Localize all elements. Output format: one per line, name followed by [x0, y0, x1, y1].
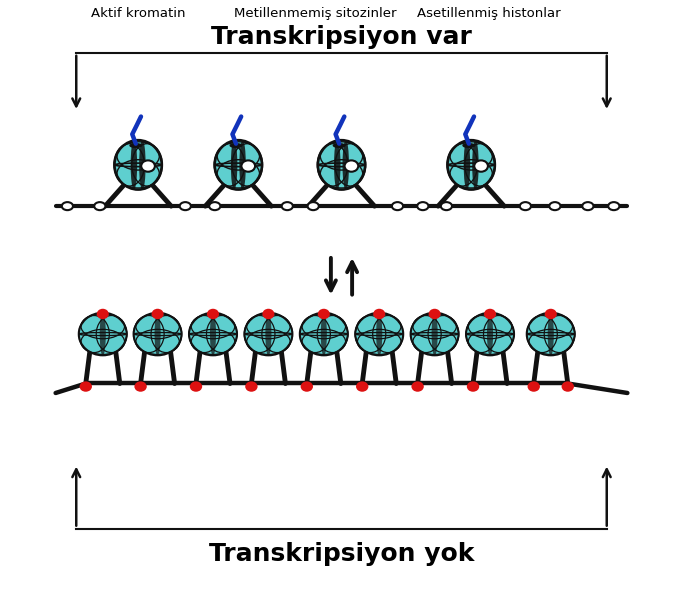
Ellipse shape	[487, 312, 493, 356]
Ellipse shape	[129, 143, 142, 148]
Ellipse shape	[180, 202, 191, 210]
Ellipse shape	[321, 312, 327, 356]
Ellipse shape	[245, 381, 257, 392]
Ellipse shape	[94, 202, 105, 210]
Ellipse shape	[484, 309, 496, 319]
Text: Asetillenmiş histonlar: Asetillenmiş histonlar	[417, 7, 561, 20]
Ellipse shape	[130, 140, 137, 190]
Ellipse shape	[245, 313, 292, 355]
Ellipse shape	[337, 140, 346, 190]
Ellipse shape	[466, 313, 514, 355]
Ellipse shape	[429, 309, 441, 319]
Ellipse shape	[376, 312, 382, 356]
Ellipse shape	[300, 313, 348, 355]
Ellipse shape	[307, 202, 319, 210]
Ellipse shape	[229, 143, 242, 148]
Ellipse shape	[80, 381, 92, 392]
Ellipse shape	[266, 312, 271, 356]
Ellipse shape	[417, 202, 428, 210]
Ellipse shape	[334, 140, 341, 190]
Ellipse shape	[154, 312, 161, 356]
Ellipse shape	[462, 143, 475, 148]
Ellipse shape	[231, 140, 238, 190]
Ellipse shape	[141, 161, 155, 172]
Ellipse shape	[583, 202, 594, 210]
Ellipse shape	[281, 202, 293, 210]
Ellipse shape	[474, 161, 488, 172]
Ellipse shape	[464, 140, 470, 190]
Ellipse shape	[527, 381, 540, 392]
Ellipse shape	[410, 313, 458, 355]
Ellipse shape	[97, 309, 109, 319]
Ellipse shape	[189, 313, 237, 355]
Ellipse shape	[355, 313, 403, 355]
Ellipse shape	[61, 202, 73, 210]
Ellipse shape	[301, 381, 313, 392]
Ellipse shape	[207, 309, 219, 319]
Ellipse shape	[152, 309, 164, 319]
Ellipse shape	[344, 161, 359, 172]
Ellipse shape	[115, 140, 162, 190]
Ellipse shape	[210, 312, 216, 356]
Ellipse shape	[609, 202, 619, 210]
Ellipse shape	[472, 140, 479, 190]
Ellipse shape	[190, 381, 202, 392]
Ellipse shape	[135, 381, 147, 392]
Ellipse shape	[520, 202, 531, 210]
Ellipse shape	[527, 313, 574, 355]
Ellipse shape	[214, 140, 262, 190]
Ellipse shape	[262, 309, 275, 319]
Ellipse shape	[432, 312, 438, 356]
Ellipse shape	[135, 140, 142, 190]
Ellipse shape	[467, 140, 475, 190]
Text: Transkripsiyon var: Transkripsiyon var	[211, 25, 472, 49]
Ellipse shape	[79, 313, 127, 355]
Ellipse shape	[134, 313, 182, 355]
Ellipse shape	[441, 202, 452, 210]
Ellipse shape	[545, 309, 557, 319]
Ellipse shape	[318, 140, 365, 190]
Ellipse shape	[333, 143, 346, 148]
Text: Aktif kromatin: Aktif kromatin	[91, 7, 185, 20]
Ellipse shape	[411, 381, 424, 392]
Ellipse shape	[239, 140, 246, 190]
Ellipse shape	[561, 381, 574, 392]
Ellipse shape	[548, 312, 554, 356]
Ellipse shape	[342, 140, 349, 190]
Ellipse shape	[241, 161, 255, 172]
Ellipse shape	[209, 202, 221, 210]
Text: Transkripsiyon yok: Transkripsiyon yok	[209, 542, 474, 566]
Ellipse shape	[356, 381, 368, 392]
Ellipse shape	[392, 202, 403, 210]
Ellipse shape	[100, 312, 106, 356]
Ellipse shape	[139, 140, 145, 190]
Ellipse shape	[467, 381, 479, 392]
Text: Metillenmemiş sitozinler: Metillenmemiş sitozinler	[234, 7, 396, 20]
Ellipse shape	[234, 140, 242, 190]
Ellipse shape	[447, 140, 494, 190]
Ellipse shape	[373, 309, 385, 319]
Ellipse shape	[318, 309, 330, 319]
Ellipse shape	[549, 202, 561, 210]
